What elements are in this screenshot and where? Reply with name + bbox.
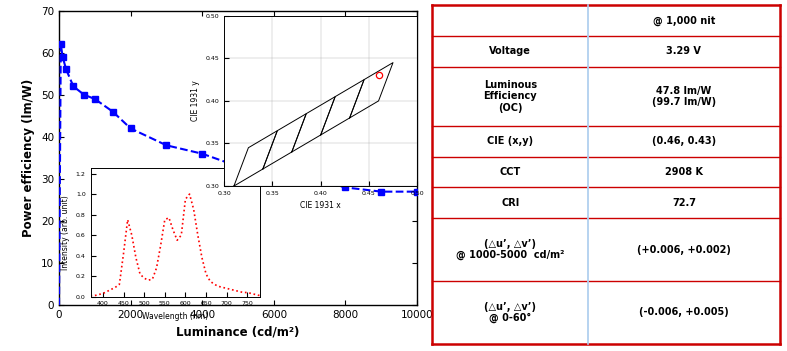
Y-axis label: CIE 1931 y: CIE 1931 y (191, 80, 200, 121)
Text: Luminous
Efficiency
(OC): Luminous Efficiency (OC) (483, 80, 538, 113)
Y-axis label: Intensity (arb. unit): Intensity (arb. unit) (61, 195, 70, 270)
X-axis label: Wavelength (nm): Wavelength (nm) (142, 312, 209, 321)
Text: (0.46, 0.43): (0.46, 0.43) (652, 137, 716, 146)
Text: (△u’, △v’)
@ 1000-5000  cd/m²: (△u’, △v’) @ 1000-5000 cd/m² (456, 239, 564, 260)
X-axis label: CIE 1931 x: CIE 1931 x (301, 201, 341, 211)
Text: (+0.006, +0.002): (+0.006, +0.002) (637, 245, 731, 254)
X-axis label: Luminance (cd/m²): Luminance (cd/m²) (176, 326, 300, 339)
Text: (△u’, △v’)
@ 0-60°: (△u’, △v’) @ 0-60° (484, 302, 537, 324)
Text: CIE (x,y): CIE (x,y) (487, 137, 534, 146)
Text: 2908 K: 2908 K (665, 167, 703, 177)
Text: 3.29 V: 3.29 V (667, 46, 701, 56)
Y-axis label: Power efficiency (lm/W): Power efficiency (lm/W) (23, 79, 35, 237)
Text: 72.7: 72.7 (672, 198, 696, 208)
Text: @ 1,000 nit: @ 1,000 nit (652, 15, 715, 26)
Text: 47.8 lm/W
(99.7 lm/W): 47.8 lm/W (99.7 lm/W) (652, 86, 716, 107)
Text: Voltage: Voltage (490, 46, 531, 56)
Text: CRI: CRI (501, 198, 519, 208)
Text: (-0.006, +0.005): (-0.006, +0.005) (639, 307, 729, 318)
Text: CCT: CCT (500, 167, 521, 177)
